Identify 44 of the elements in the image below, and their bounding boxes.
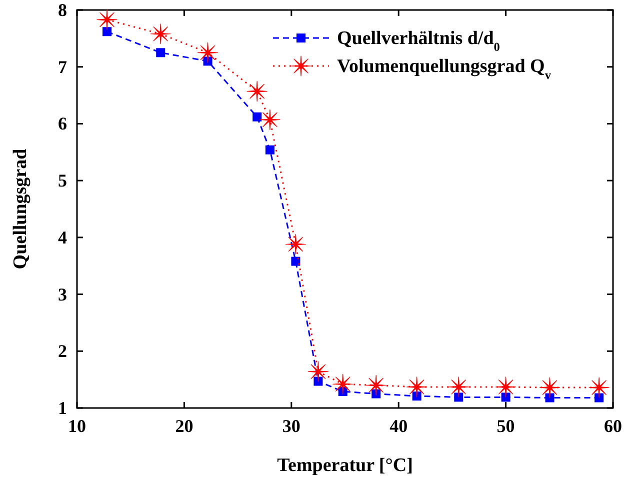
point: [150, 24, 171, 44]
point: [406, 376, 428, 398]
y-tick-label: 8: [58, 0, 67, 20]
point: [372, 389, 381, 398]
y-tick-label: 3: [58, 284, 67, 304]
legend-label: Quellverhältnis d/d$_{0}$: [337, 28, 500, 54]
x-tick-label: 50: [496, 416, 515, 436]
point: [308, 361, 328, 382]
legend-label: Volumenquellungsgrad Q$_{v}$: [337, 56, 552, 82]
point: [291, 256, 300, 266]
point: [366, 374, 386, 396]
point: [252, 112, 262, 122]
y-tick-label: 7: [58, 56, 67, 77]
y-axis-title: Quellungsgrad: [10, 148, 31, 270]
point: [265, 145, 274, 154]
y-tick-label: 6: [58, 114, 67, 134]
point: [412, 392, 422, 401]
point: [102, 27, 112, 36]
point: [332, 374, 354, 394]
point: [501, 392, 510, 402]
x-tick-label: 30: [282, 416, 300, 436]
point: [197, 42, 218, 63]
x-tick-label: 10: [68, 416, 86, 436]
x-axis-title: Temperatur [°C]: [277, 455, 413, 476]
point: [285, 234, 306, 255]
point: [156, 48, 166, 58]
x-tick-label: 40: [390, 416, 408, 436]
point: [314, 376, 323, 386]
point: [545, 393, 554, 402]
point: [539, 377, 560, 398]
y-tick-label: 1: [58, 398, 67, 418]
point: [246, 81, 268, 102]
point: [448, 376, 469, 398]
y-tick-label: 2: [58, 341, 67, 362]
point: [594, 393, 604, 402]
y-tick-label: 4: [58, 227, 67, 248]
point: [588, 377, 610, 398]
y-tick-label: 5: [58, 170, 67, 191]
point: [96, 9, 118, 30]
point: [496, 376, 516, 398]
x-tick-label: 20: [175, 416, 194, 436]
point: [260, 109, 280, 130]
x-tick-label: 60: [604, 416, 622, 436]
point: [454, 392, 464, 402]
